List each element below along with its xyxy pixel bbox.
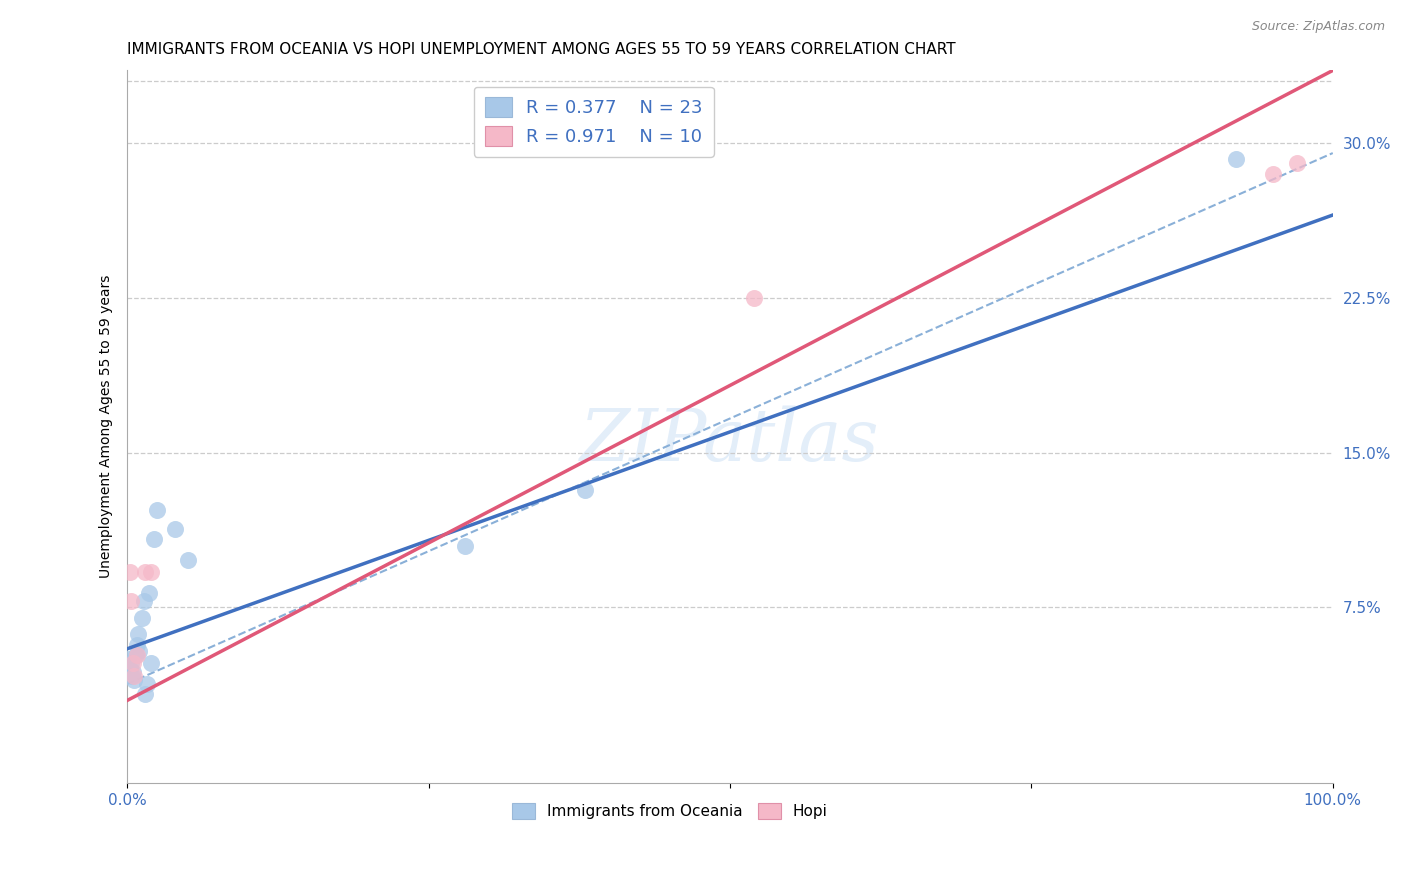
Point: [127, 627, 149, 641]
Point: [131, 611, 153, 625]
Point: [176, 553, 198, 567]
Point: [122, 657, 145, 671]
Point: [574, 483, 596, 497]
Point: [121, 668, 143, 682]
Point: [125, 638, 148, 652]
Point: [125, 648, 148, 662]
Point: [454, 539, 477, 553]
Point: [134, 687, 156, 701]
Text: ZIPatlas: ZIPatlas: [581, 406, 880, 476]
Point: [138, 586, 160, 600]
Point: [134, 594, 156, 608]
Text: Source: ZipAtlas.com: Source: ZipAtlas.com: [1251, 20, 1385, 33]
Point: [120, 657, 142, 671]
Point: [141, 566, 163, 580]
Point: [165, 522, 187, 536]
Point: [120, 594, 142, 608]
Point: [1261, 167, 1284, 181]
Point: [134, 566, 156, 580]
Point: [1285, 156, 1308, 170]
Y-axis label: Unemployment Among Ages 55 to 59 years: Unemployment Among Ages 55 to 59 years: [100, 275, 114, 578]
Point: [742, 291, 765, 305]
Point: [124, 673, 146, 687]
Point: [124, 668, 146, 682]
Point: [125, 648, 148, 662]
Point: [135, 677, 157, 691]
Point: [146, 503, 169, 517]
Point: [122, 665, 145, 679]
Legend: Immigrants from Oceania, Hopi: Immigrants from Oceania, Hopi: [506, 797, 834, 825]
Point: [118, 662, 141, 676]
Text: IMMIGRANTS FROM OCEANIA VS HOPI UNEMPLOYMENT AMONG AGES 55 TO 59 YEARS CORRELATI: IMMIGRANTS FROM OCEANIA VS HOPI UNEMPLOY…: [128, 42, 956, 57]
Point: [118, 566, 141, 580]
Point: [142, 533, 165, 547]
Point: [117, 652, 139, 666]
Point: [141, 657, 163, 671]
Point: [1225, 153, 1247, 167]
Point: [128, 644, 150, 658]
